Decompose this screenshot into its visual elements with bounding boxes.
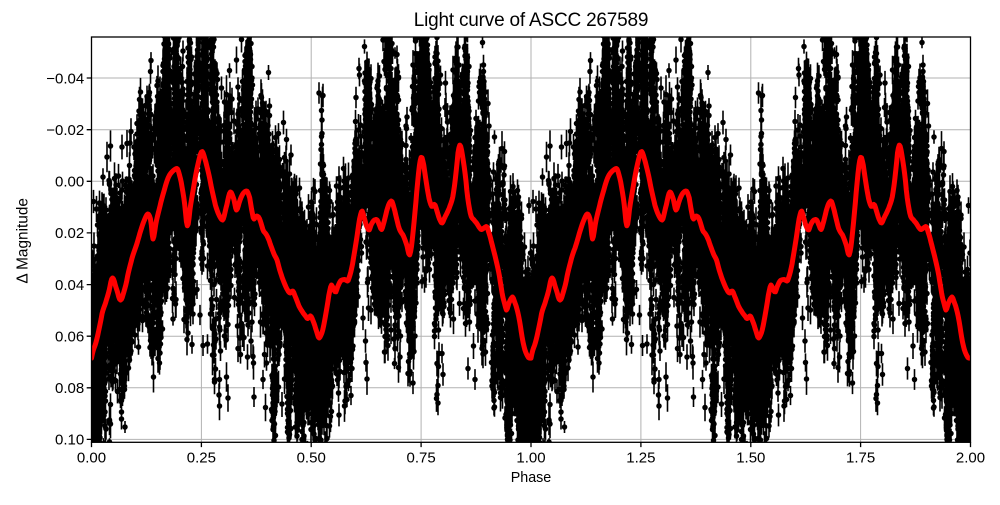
svg-text:0.50: 0.50 xyxy=(297,449,326,466)
svg-text:−0.04: −0.04 xyxy=(46,70,84,87)
svg-text:1.00: 1.00 xyxy=(516,449,545,466)
svg-text:1.50: 1.50 xyxy=(736,449,765,466)
svg-text:1.25: 1.25 xyxy=(626,449,655,466)
svg-text:0.06: 0.06 xyxy=(55,329,84,346)
svg-text:Light curve of ASCC 267589: Light curve of ASCC 267589 xyxy=(414,10,649,31)
svg-text:0.08: 0.08 xyxy=(55,380,84,397)
svg-text:0.75: 0.75 xyxy=(406,449,435,466)
svg-text:Δ Magnitude: Δ Magnitude xyxy=(15,198,32,284)
svg-text:1.75: 1.75 xyxy=(846,449,875,466)
svg-text:0.00: 0.00 xyxy=(77,449,106,466)
svg-text:0.00: 0.00 xyxy=(55,174,84,191)
svg-text:−0.02: −0.02 xyxy=(46,122,84,139)
svg-text:0.04: 0.04 xyxy=(55,277,84,294)
svg-text:0.25: 0.25 xyxy=(187,449,216,466)
svg-text:0.02: 0.02 xyxy=(55,225,84,242)
svg-text:0.10: 0.10 xyxy=(55,432,84,449)
svg-text:2.00: 2.00 xyxy=(956,449,985,466)
svg-text:Phase: Phase xyxy=(511,470,552,486)
